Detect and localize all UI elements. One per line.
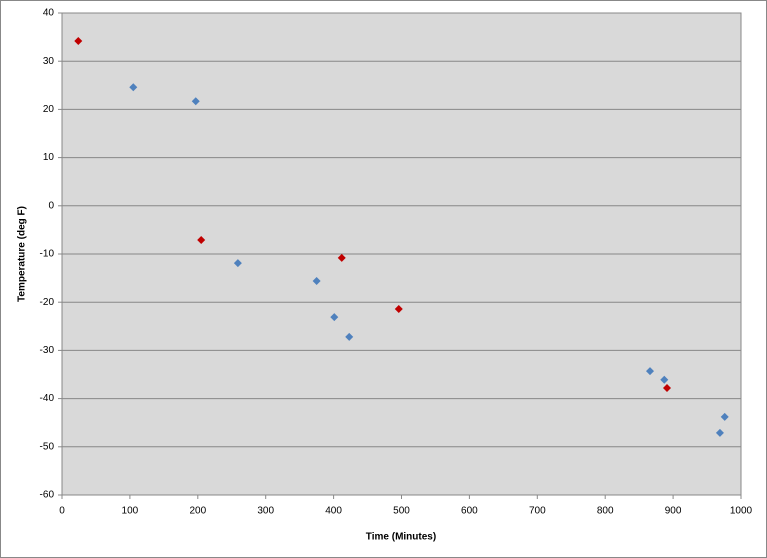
point	[662, 383, 671, 392]
point	[715, 428, 724, 437]
point	[74, 36, 83, 45]
x-tick-label: 700	[529, 506, 546, 517]
y-tick-label: -20	[40, 297, 55, 308]
point	[197, 236, 206, 245]
x-tick-label: 400	[325, 506, 342, 517]
y-tick-label: 20	[43, 104, 55, 115]
point	[646, 367, 655, 376]
x-tick-label: 0	[59, 506, 65, 517]
point	[129, 83, 138, 92]
point	[191, 97, 200, 106]
point	[312, 276, 321, 285]
y-tick-label: -30	[40, 345, 55, 356]
point	[720, 412, 729, 421]
y-tick-label: -10	[40, 249, 55, 260]
point	[233, 259, 242, 268]
x-tick-label: 1000	[730, 506, 753, 517]
x-axis-title: Time (Minutes)	[366, 532, 436, 543]
y-tick-label: -60	[40, 490, 55, 501]
y-tick-label: 0	[48, 200, 54, 211]
point	[660, 375, 669, 384]
point	[337, 253, 346, 262]
y-tick-label: -50	[40, 441, 55, 452]
y-axis-title: Temperature (deg F)	[17, 206, 28, 302]
y-tick-label: 30	[43, 56, 55, 67]
y-tick-label: -40	[40, 393, 55, 404]
x-tick-label: 900	[665, 506, 682, 517]
x-tick-label: 200	[189, 506, 206, 517]
x-tick-label: 800	[597, 506, 614, 517]
y-tick-label: 10	[43, 152, 55, 163]
x-tick-label: 100	[122, 506, 139, 517]
y-tick-label: 40	[43, 8, 55, 19]
x-tick-label: 500	[393, 506, 410, 517]
point	[394, 304, 403, 313]
point	[330, 313, 339, 322]
x-tick-label: 600	[461, 506, 478, 517]
point	[345, 332, 354, 341]
x-tick-label: 300	[257, 506, 274, 517]
